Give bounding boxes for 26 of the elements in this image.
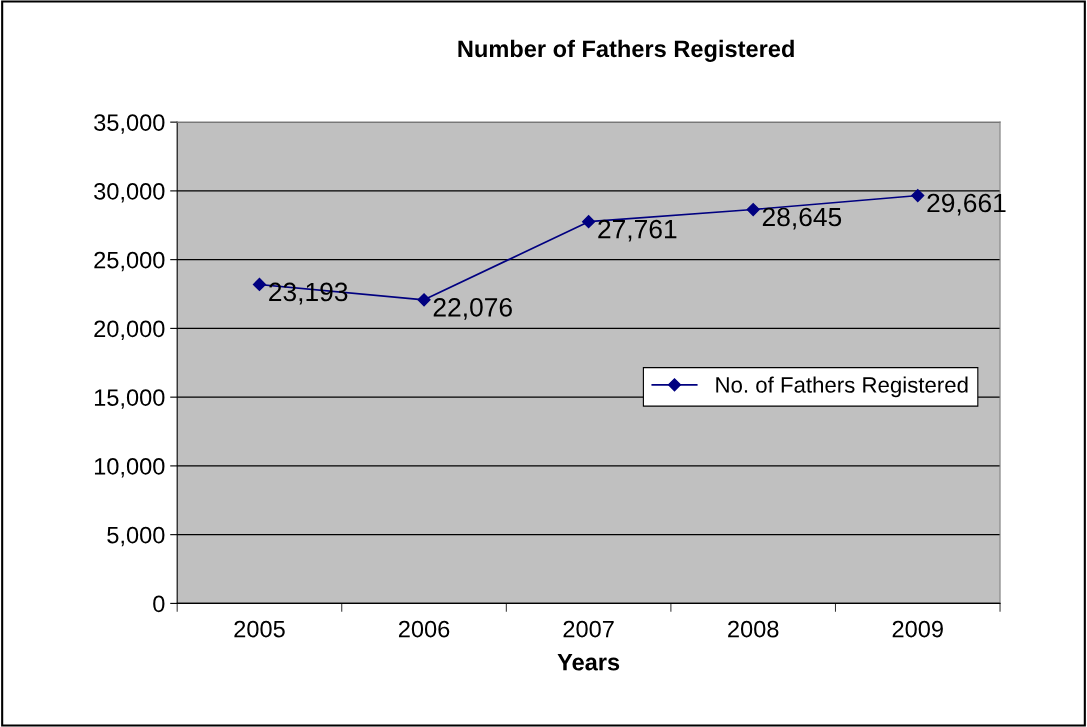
data-label: 23,193	[269, 282, 348, 305]
y-tick-label: 0	[153, 595, 165, 613]
x-tick-label: 2007	[563, 620, 614, 638]
point	[417, 293, 431, 307]
y-tick-label: 20,000	[94, 320, 165, 340]
data-label: 27,761	[598, 219, 677, 242]
x-axis-title: Years	[557, 654, 620, 671]
x-tick-label: 2008	[728, 620, 779, 638]
y-tick-label: 5,000	[107, 526, 165, 547]
y-tick-label: 15,000	[94, 389, 165, 409]
legend-label: No. of Fathers Registered	[716, 376, 968, 398]
data-label: 22,076	[433, 297, 512, 320]
point	[746, 202, 760, 217]
y-tick-label: 25,000	[94, 251, 165, 272]
x-tick-label: 2006	[398, 620, 450, 638]
point	[582, 215, 596, 229]
y-tick-label: 35,000	[94, 114, 165, 134]
data-label: 28,645	[762, 207, 842, 230]
y-tick-label: 10,000	[94, 457, 165, 478]
point	[252, 277, 267, 292]
y-tick-label: 30,000	[94, 182, 165, 203]
chart-title: Number of Fathers Registered	[458, 39, 794, 62]
x-tick-label: 2005	[234, 620, 285, 638]
x-tick-label: 2009	[892, 620, 943, 638]
data-label: 29,661	[927, 193, 1006, 216]
point	[911, 188, 925, 203]
